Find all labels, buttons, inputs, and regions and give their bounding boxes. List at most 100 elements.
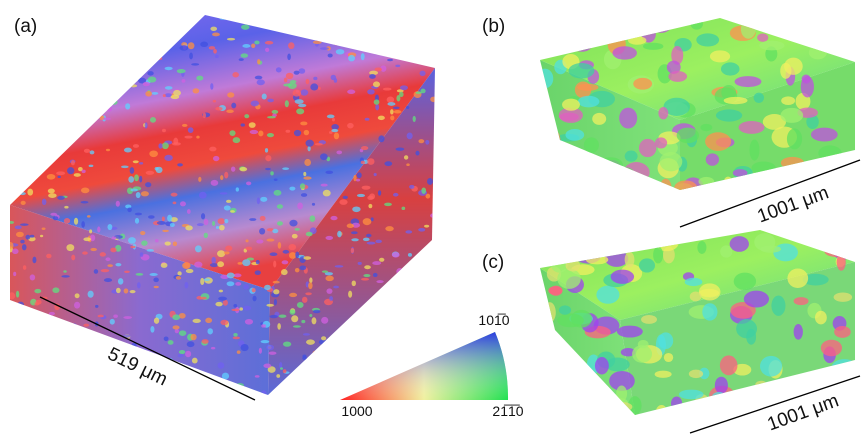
grain <box>112 371 119 376</box>
grain <box>653 247 663 264</box>
grain <box>296 108 304 114</box>
grain <box>188 127 194 133</box>
grain <box>143 82 150 86</box>
grain <box>189 52 193 59</box>
grain <box>53 324 60 329</box>
grain <box>753 384 769 405</box>
grain <box>48 189 55 194</box>
grain <box>75 388 81 391</box>
grain <box>20 78 28 84</box>
grain <box>54 62 63 65</box>
grain <box>710 50 730 62</box>
grain <box>45 36 51 39</box>
grain <box>352 280 356 286</box>
grain <box>65 58 70 61</box>
grain <box>350 13 357 17</box>
grain <box>347 123 354 129</box>
grain <box>308 146 311 151</box>
grain <box>396 268 403 275</box>
grain <box>367 242 376 245</box>
grain <box>420 71 426 76</box>
grain <box>261 340 270 343</box>
grain <box>209 147 216 152</box>
grain <box>202 339 209 344</box>
grain <box>278 242 281 249</box>
grain <box>261 390 266 396</box>
grain <box>357 194 365 197</box>
grain <box>23 129 29 134</box>
grain <box>44 31 49 34</box>
grain <box>537 69 554 89</box>
grain <box>226 110 234 113</box>
grain <box>18 393 25 396</box>
grain <box>84 149 90 153</box>
grain <box>111 100 118 105</box>
grain <box>388 308 394 312</box>
grain <box>224 205 231 210</box>
grain <box>213 49 217 54</box>
grain <box>286 73 294 79</box>
grain <box>267 133 274 137</box>
grain <box>255 76 263 80</box>
grain <box>744 291 769 308</box>
grain <box>210 263 218 267</box>
grain <box>399 13 403 17</box>
grain <box>130 49 137 55</box>
grain <box>42 228 46 230</box>
grain <box>64 218 70 224</box>
grain <box>289 187 295 191</box>
grain <box>375 104 379 110</box>
grain <box>331 75 336 80</box>
grain <box>124 271 130 273</box>
grain <box>145 122 148 128</box>
grain <box>259 348 262 354</box>
grain <box>266 238 274 241</box>
grain <box>358 262 362 265</box>
grain <box>372 334 379 337</box>
grain <box>346 345 350 351</box>
grain <box>128 176 134 183</box>
grain <box>368 204 372 208</box>
grain <box>48 56 51 61</box>
grain <box>133 379 136 385</box>
grain <box>54 112 57 117</box>
grain <box>16 389 25 394</box>
grain <box>138 387 147 392</box>
grain <box>550 388 573 403</box>
grain <box>162 142 169 149</box>
panel-label: (b) <box>482 16 505 37</box>
grain <box>83 237 91 241</box>
grain <box>302 356 307 360</box>
grain <box>274 179 278 181</box>
grain <box>33 47 38 53</box>
grain <box>639 258 655 272</box>
panel-label: (a) <box>14 16 37 37</box>
legend-label: 1000 <box>341 403 372 419</box>
grain <box>164 336 169 341</box>
grain <box>83 58 90 62</box>
grain <box>112 388 121 393</box>
grain <box>198 177 201 182</box>
grain <box>241 123 245 126</box>
grain <box>395 65 400 67</box>
grain <box>338 370 344 374</box>
grain <box>184 136 192 139</box>
grain <box>46 389 54 394</box>
grain <box>557 268 581 288</box>
grain <box>30 274 35 280</box>
grain <box>407 132 413 139</box>
grain <box>401 30 408 35</box>
grain <box>721 62 740 75</box>
grain <box>304 130 310 135</box>
grain <box>365 344 374 348</box>
grain <box>147 71 153 75</box>
grain <box>544 302 556 323</box>
grain <box>126 383 129 389</box>
grain <box>41 155 45 160</box>
grain <box>297 202 303 209</box>
grain <box>361 278 369 281</box>
grain <box>177 271 181 275</box>
grain <box>293 89 301 96</box>
grain <box>110 248 116 253</box>
legend-label: 21̅1̅0 <box>492 403 523 419</box>
